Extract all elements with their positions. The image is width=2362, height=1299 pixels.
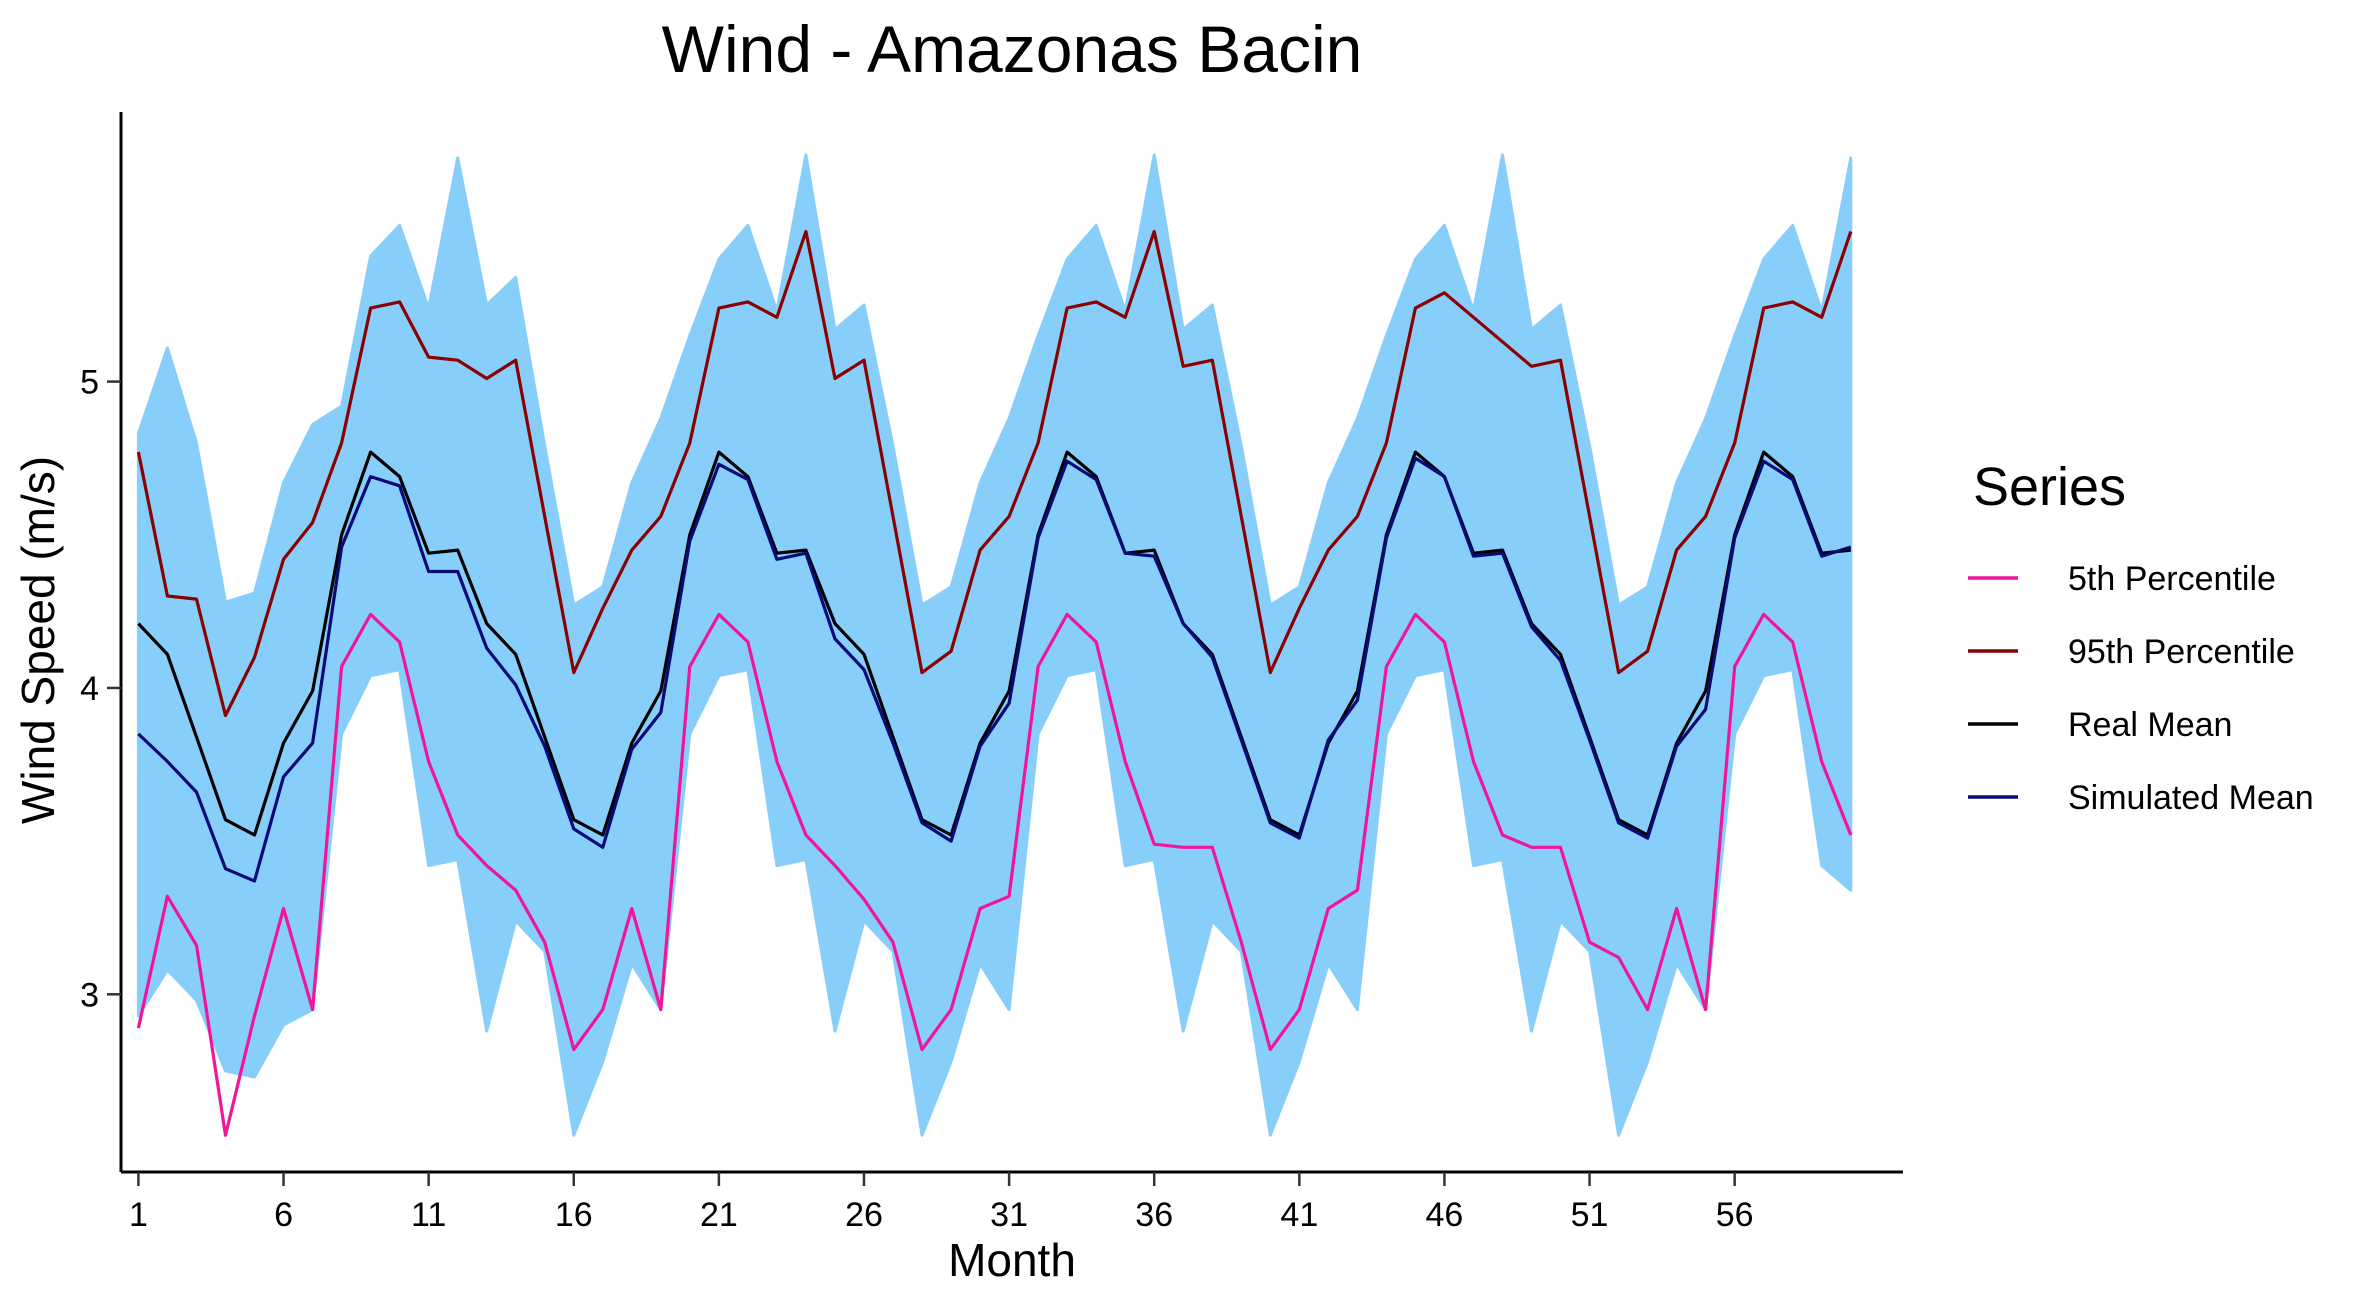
- x-tick-label: 26: [845, 1196, 883, 1234]
- simulated-band: [136, 153, 1853, 1137]
- series-line-95th-percentile: [136, 229, 1853, 718]
- x-tick-label: 21: [700, 1196, 738, 1234]
- series-line-5th-percentile: [136, 612, 1853, 1137]
- legend-label: 5th Percentile: [2068, 560, 2276, 598]
- legend: Series 5th Percentile 95th Percentile Real…: [1968, 457, 2314, 817]
- x-tick-label: 51: [1571, 1196, 1609, 1234]
- y-axis-title: Wind Speed (m/s): [12, 456, 64, 824]
- series-line-real-mean: [137, 450, 1851, 837]
- x-tick-label: 46: [1426, 1196, 1464, 1234]
- series-lines: [136, 229, 1853, 1137]
- legend-label: Real Mean: [2068, 706, 2232, 744]
- y-tick-label: 4: [80, 670, 99, 708]
- chart-title: Wind - Amazonas Bacin: [662, 12, 1363, 86]
- x-tick-label: 41: [1280, 1196, 1318, 1234]
- x-tick-label: 36: [1135, 1196, 1173, 1234]
- legend-title: Series: [1973, 457, 2126, 517]
- x-ticks: 1 6 11 16 21 26 31 36 41 46 51 56: [129, 1172, 1754, 1234]
- x-tick-label: 31: [990, 1196, 1028, 1234]
- series-line-simulated-mean: [137, 456, 1852, 883]
- x-tick-label: 16: [555, 1196, 593, 1234]
- simulated-band-area: [136, 153, 1853, 1137]
- legend-label: Simulated Mean: [2068, 779, 2314, 817]
- x-tick-label: 6: [274, 1196, 293, 1234]
- y-tick-label: 5: [80, 364, 99, 402]
- y-ticks: 3 4 5: [80, 364, 121, 1014]
- legend-label: 95th Percentile: [2068, 633, 2295, 671]
- x-tick-label: 11: [411, 1196, 446, 1234]
- x-tick-label: 1: [129, 1196, 148, 1234]
- x-tick-label: 56: [1716, 1196, 1754, 1234]
- x-axis-title: Month: [948, 1234, 1076, 1286]
- y-tick-label: 3: [80, 976, 99, 1014]
